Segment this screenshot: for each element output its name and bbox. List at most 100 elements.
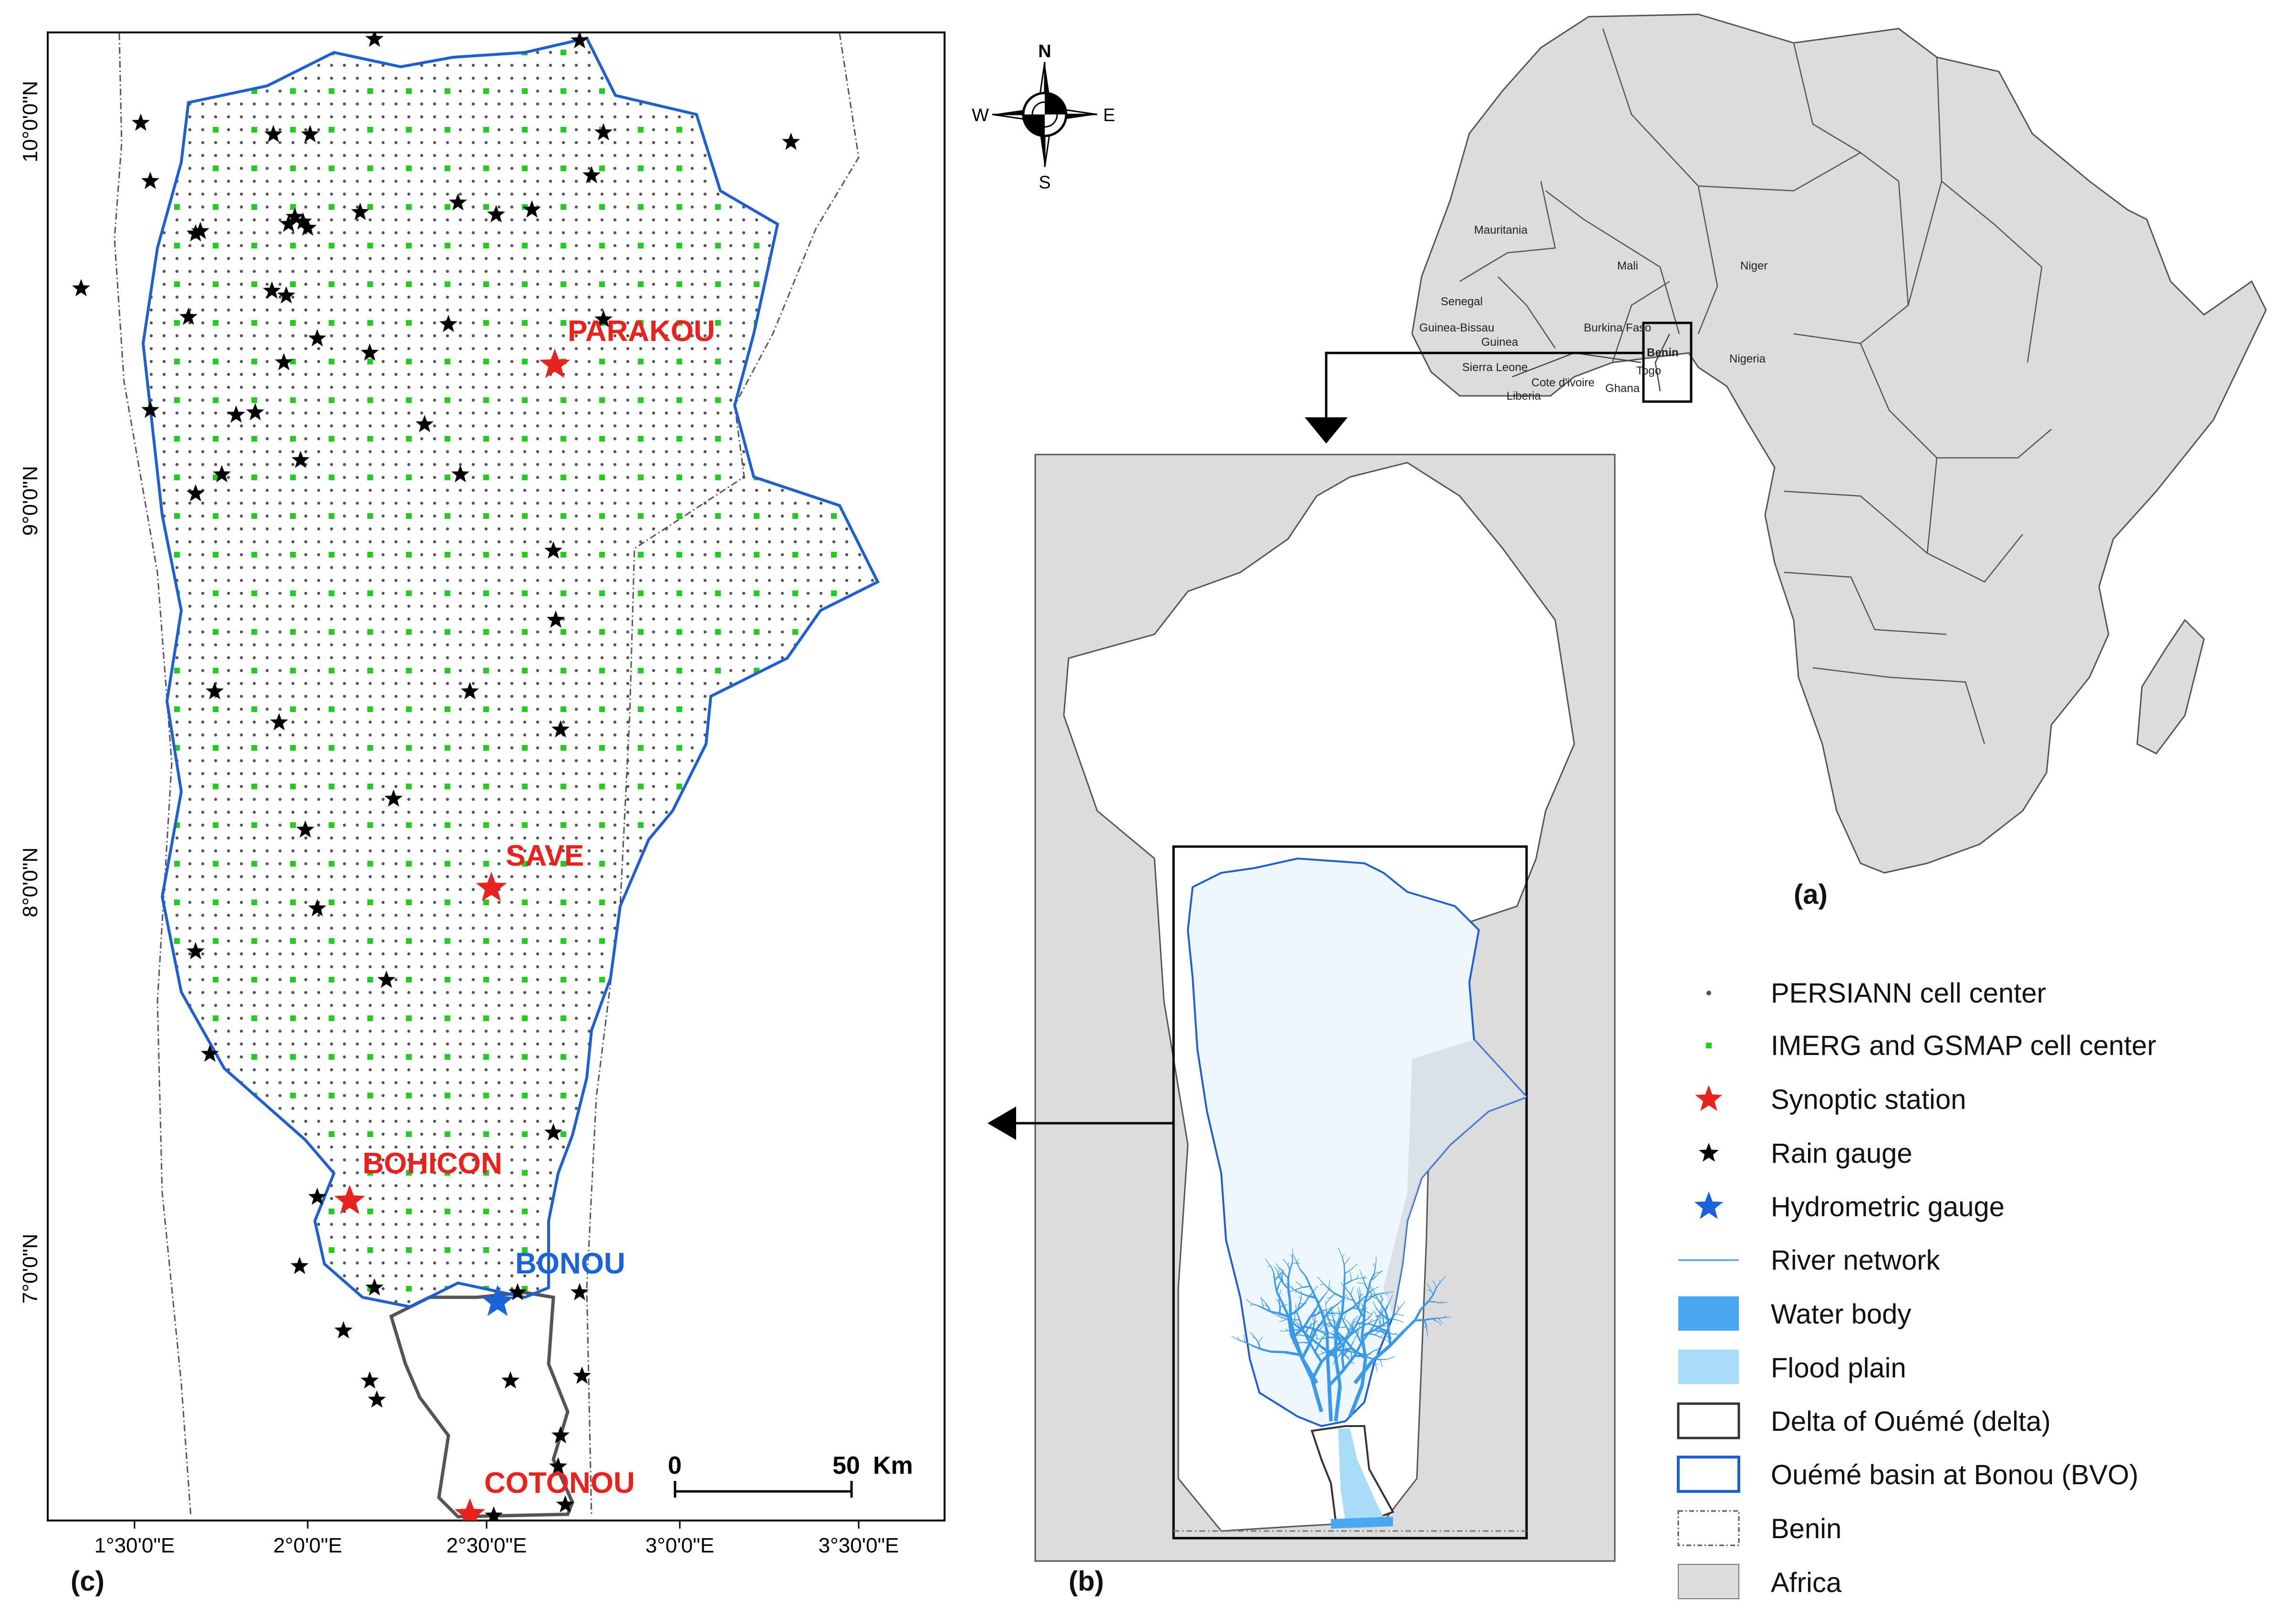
persiann-cell-center — [845, 566, 849, 569]
persiann-cell-center — [252, 643, 256, 647]
persiann-cell-center — [278, 102, 282, 106]
persiann-cell-center — [639, 347, 643, 351]
persiann-cell-center — [394, 115, 398, 119]
persiann-cell-center — [433, 991, 436, 994]
persiann-cell-center — [265, 553, 269, 557]
persiann-cell-center — [574, 978, 578, 982]
persiann-cell-center — [716, 308, 720, 312]
persiann-cell-center — [549, 501, 552, 505]
persiann-cell-center — [330, 1042, 333, 1046]
persiann-cell-center — [497, 231, 501, 235]
persiann-cell-center — [278, 269, 282, 273]
persiann-cell-center — [317, 991, 321, 994]
persiann-cell-center — [677, 463, 681, 466]
persiann-cell-center — [330, 1003, 333, 1007]
persiann-cell-center — [239, 875, 243, 879]
persiann-cell-center — [265, 372, 269, 376]
persiann-cell-center — [407, 965, 411, 969]
persiann-cell-center — [317, 476, 321, 479]
persiann-cell-center — [433, 772, 436, 776]
persiann-cell-center — [536, 759, 540, 763]
persiann-cell-center — [652, 591, 655, 595]
persiann-cell-center — [471, 849, 475, 853]
persiann-cell-center — [304, 1003, 308, 1007]
persiann-cell-center — [343, 385, 346, 389]
persiann-cell-center — [239, 179, 243, 183]
persiann-cell-center — [768, 488, 771, 492]
persiann-cell-center — [433, 836, 436, 840]
persiann-cell-center — [433, 192, 436, 196]
persiann-cell-center — [330, 76, 333, 80]
persiann-cell-center — [394, 334, 398, 338]
persiann-cell-center — [291, 115, 295, 119]
persiann-cell-center — [355, 192, 359, 196]
persiann-cell-center — [265, 566, 269, 569]
persiann-cell-center — [343, 1068, 346, 1072]
persiann-cell-center — [162, 347, 166, 351]
persiann-cell-center — [278, 913, 282, 917]
imerg-cell-center — [251, 706, 257, 712]
persiann-cell-center — [433, 1003, 436, 1007]
persiann-cell-center — [549, 604, 552, 608]
imerg-cell-center — [445, 88, 450, 94]
persiann-cell-center — [703, 282, 707, 286]
persiann-cell-center — [626, 372, 630, 376]
persiann-cell-center — [227, 385, 230, 389]
persiann-cell-center — [162, 476, 166, 479]
persiann-cell-center — [188, 141, 192, 145]
imerg-cell-center — [483, 977, 489, 983]
persiann-cell-center — [446, 810, 449, 814]
persiann-cell-center — [458, 579, 462, 582]
persiann-cell-center — [690, 527, 694, 531]
persiann-cell-center — [587, 476, 591, 479]
persiann-cell-center — [574, 398, 578, 402]
persiann-cell-center — [175, 269, 179, 273]
persiann-cell-center — [265, 282, 269, 286]
persiann-cell-center — [330, 347, 333, 351]
persiann-cell-center — [265, 244, 269, 248]
imerg-cell-center — [174, 513, 180, 519]
persiann-cell-center — [574, 643, 578, 647]
persiann-cell-center — [665, 424, 668, 428]
imerg-cell-center — [638, 668, 644, 673]
persiann-cell-center — [368, 218, 372, 222]
persiann-cell-center — [420, 166, 424, 170]
persiann-cell-center — [626, 579, 630, 582]
persiann-cell-center — [278, 733, 282, 737]
persiann-cell-center — [446, 488, 449, 492]
persiann-cell-center — [484, 463, 488, 466]
persiann-cell-center — [665, 295, 668, 299]
persiann-cell-center — [510, 733, 514, 737]
persiann-cell-center — [613, 115, 617, 119]
imerg-cell-center — [676, 166, 682, 171]
persiann-cell-center — [265, 308, 269, 312]
persiann-cell-center — [214, 926, 218, 930]
persiann-cell-center — [665, 785, 668, 788]
persiann-cell-center — [355, 939, 359, 943]
persiann-cell-center — [420, 115, 424, 119]
persiann-cell-center — [510, 991, 514, 994]
persiann-cell-center — [330, 1119, 333, 1123]
imerg-cell-center — [406, 822, 412, 828]
persiann-cell-center — [162, 334, 166, 338]
imerg-cell-center — [483, 629, 489, 635]
persiann-cell-center — [214, 231, 218, 235]
persiann-cell-center — [291, 566, 295, 569]
persiann-cell-center — [420, 1016, 424, 1020]
persiann-cell-center — [278, 772, 282, 776]
persiann-cell-center — [561, 836, 565, 840]
persiann-cell-center — [574, 875, 578, 879]
persiann-cell-center — [394, 321, 398, 325]
persiann-cell-center — [742, 540, 746, 544]
persiann-cell-center — [703, 591, 707, 595]
persiann-cell-center — [201, 656, 205, 660]
imerg-cell-center — [174, 359, 180, 364]
persiann-cell-center — [690, 488, 694, 492]
persiann-cell-center — [188, 205, 192, 209]
persiann-cell-center — [549, 244, 552, 248]
persiann-cell-center — [227, 939, 230, 943]
persiann-cell-center — [394, 862, 398, 866]
persiann-cell-center — [201, 1016, 205, 1020]
persiann-cell-center — [561, 888, 565, 891]
persiann-cell-center — [278, 759, 282, 763]
